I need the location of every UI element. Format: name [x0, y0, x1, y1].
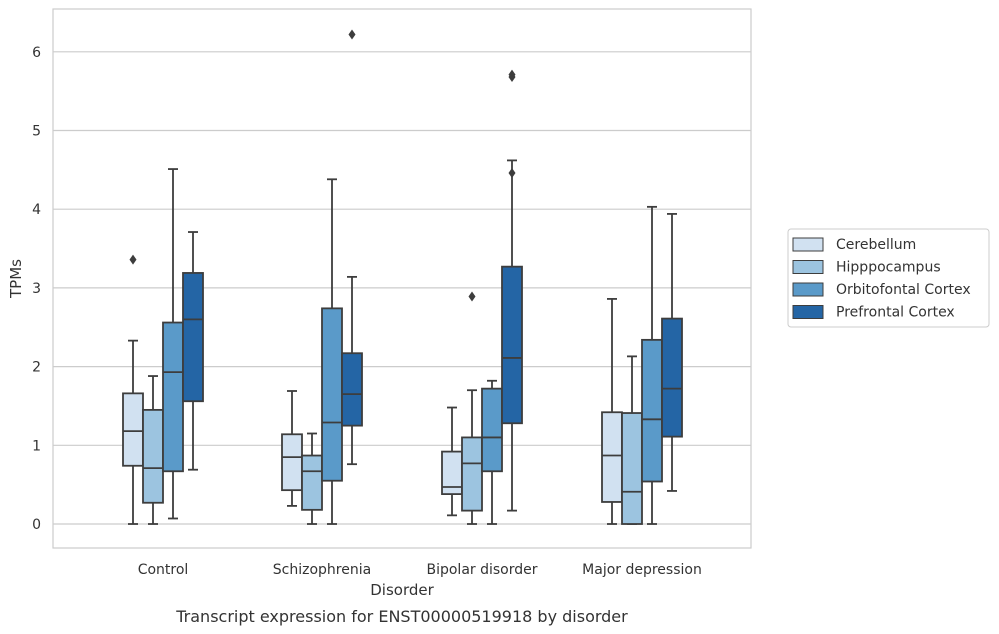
box-orbitofontal-cortex	[162, 168, 184, 520]
box-iqr	[661, 317, 683, 438]
box-prefrontal-cortex	[182, 231, 204, 471]
y-tick-label: 2	[32, 360, 41, 376]
chart-caption: Transcript expression for ENST0000051991…	[175, 607, 628, 626]
x-tick-label: Bipolar disorder	[426, 562, 537, 578]
box-iqr	[162, 321, 184, 473]
box-iqr	[341, 352, 363, 427]
box-iqr	[281, 433, 303, 492]
y-tick-label: 3	[32, 281, 41, 297]
legend-swatch	[792, 260, 824, 274]
y-tick-label: 6	[32, 45, 41, 61]
box-iqr	[481, 387, 503, 473]
box-hipppocampus	[301, 432, 323, 525]
box-hipppocampus	[461, 291, 483, 525]
box-cerebellum	[281, 390, 303, 507]
y-tick-label: 1	[32, 438, 41, 454]
box-plot-boxes	[122, 29, 683, 525]
y-tick-label: 5	[32, 124, 41, 140]
y-axis-label: TPMs	[7, 259, 25, 299]
box-iqr	[142, 408, 164, 504]
box-cerebellum	[441, 406, 463, 517]
x-tick-label: Control	[138, 562, 189, 578]
x-tick-label: Major depression	[582, 562, 702, 578]
x-tick-label: Schizophrenia	[273, 562, 371, 578]
outlier-point	[508, 167, 516, 178]
legend-frame	[787, 228, 990, 328]
box-orbitofontal-cortex	[481, 379, 503, 525]
box-iqr	[601, 411, 623, 503]
box-orbitofontal-cortex	[641, 205, 663, 525]
box-iqr	[122, 392, 144, 467]
y-tick-label: 4	[32, 202, 41, 218]
plot-frame	[52, 8, 752, 549]
box-orbitofontal-cortex	[321, 178, 343, 525]
x-axis-ticks: Control Schizophrenia Bipolar disorder Majo…	[138, 562, 702, 578]
box-iqr	[461, 436, 483, 512]
box-cerebellum	[122, 254, 144, 525]
outlier-point	[468, 291, 476, 302]
legend-swatch	[792, 305, 824, 319]
outlier-point	[508, 69, 516, 80]
box-cerebellum	[601, 298, 623, 525]
box-hipppocampus	[142, 375, 164, 525]
box-iqr	[182, 272, 204, 403]
box-iqr	[621, 412, 643, 525]
box-iqr	[321, 307, 343, 482]
x-axis-label: Disorder	[370, 581, 434, 599]
box-iqr	[301, 454, 323, 511]
y-tick-label: 0	[32, 517, 41, 533]
box-prefrontal-cortex	[661, 213, 683, 492]
y-axis-ticks: 0 1 2 3 4 5 6	[32, 45, 41, 533]
box-iqr	[501, 265, 523, 425]
legend-swatch	[792, 282, 824, 297]
box-iqr	[641, 338, 663, 483]
legend-label: Prefrontal Cortex	[836, 305, 955, 321]
legend: Cerebellum Hipppocampus Orbitofontal Corte…	[787, 228, 990, 328]
outlier-point	[129, 254, 137, 265]
legend-label: Hipppocampus	[836, 260, 941, 276]
box-hipppocampus	[621, 355, 643, 525]
legend-swatch	[792, 237, 824, 252]
box-prefrontal-cortex	[341, 29, 363, 466]
box-prefrontal-cortex	[501, 69, 523, 512]
legend-label: Cerebellum	[836, 237, 916, 253]
outlier-point	[348, 29, 356, 40]
legend-label: Orbitofontal Cortex	[836, 282, 971, 298]
